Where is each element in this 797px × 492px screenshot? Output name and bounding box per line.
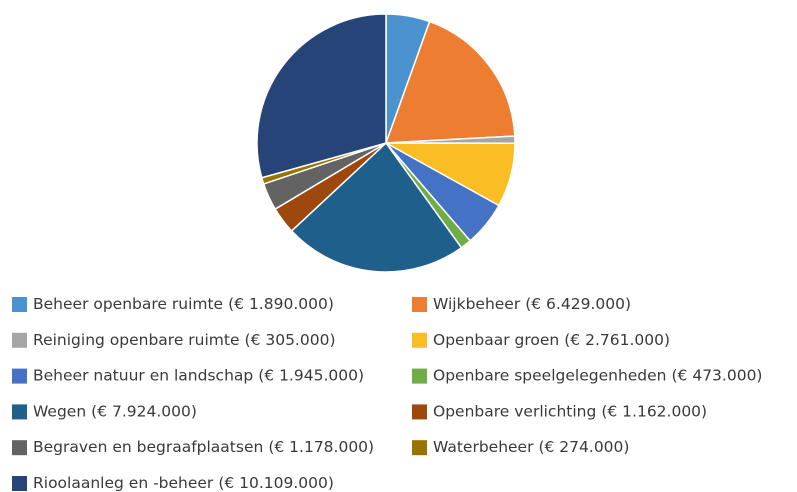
legend-swatch — [12, 440, 27, 456]
legend-value: (€ 7.924.000) — [91, 402, 197, 420]
legend-swatch — [412, 404, 427, 420]
legend-value: (€ 10.109.000) — [218, 474, 334, 492]
legend-label: Reiniging openbare ruimte (€ 305.000) — [33, 330, 336, 348]
legend-value: (€ 1.178.000) — [268, 438, 374, 456]
legend-name: Openbare verlichting — [433, 402, 596, 420]
legend-name: Begraven en begraafplaatsen — [33, 438, 263, 456]
legend-swatch — [12, 404, 27, 420]
legend-name: Waterbeheer — [433, 438, 534, 456]
legend-swatch — [12, 297, 27, 312]
legend-label: Openbaar groen (€ 2.761.000) — [433, 330, 670, 348]
legend-name: Beheer natuur en landschap — [33, 366, 253, 384]
legend-label: Wijkbeheer (€ 6.429.000) — [433, 295, 631, 313]
pie-slice — [256, 13, 387, 179]
legend-value: (€ 1.945.000) — [258, 366, 364, 384]
legend-label: Beheer natuur en landschap (€ 1.945.000) — [33, 366, 364, 384]
legend-value: (€ 1.162.000) — [601, 402, 707, 420]
legend-name: Openbaar groen — [433, 330, 559, 348]
legend-label: Rioolaanleg en -beheer (€ 10.109.000) — [33, 474, 334, 492]
legend-swatch — [412, 332, 427, 348]
legend-value: (€ 473.000) — [672, 366, 763, 384]
legend-value: (€ 1.890.000) — [228, 295, 334, 313]
legend-value: (€ 305.000) — [245, 330, 336, 348]
legend-label: Openbare speelgelegenheden (€ 473.000) — [433, 366, 762, 384]
legend-label: Wegen (€ 7.924.000) — [33, 402, 197, 420]
legend-swatch — [12, 332, 27, 348]
legend-swatch — [12, 368, 27, 384]
legend-label: Beheer openbare ruimte (€ 1.890.000) — [33, 295, 334, 313]
legend-swatch — [412, 368, 427, 384]
legend-swatch — [12, 476, 27, 491]
legend-value: (€ 6.429.000) — [525, 295, 631, 313]
legend-label: Openbare verlichting (€ 1.162.000) — [433, 402, 707, 420]
legend-swatch — [412, 297, 427, 312]
legend-name: Wegen — [33, 402, 86, 420]
legend-name: Beheer openbare ruimte — [33, 295, 223, 313]
legend-name: Rioolaanleg en -beheer — [33, 474, 214, 492]
pie-slice — [290, 141, 463, 273]
legend-label: Begraven en begraafplaatsen (€ 1.178.000) — [33, 438, 374, 456]
legend-label: Waterbeheer (€ 274.000) — [433, 438, 629, 456]
legend-swatch — [412, 440, 427, 456]
legend-name: Reiniging openbare ruimte — [33, 330, 240, 348]
pie-slice — [384, 20, 516, 144]
legend-value: (€ 274.000) — [538, 438, 629, 456]
legend-value: (€ 2.761.000) — [564, 330, 670, 348]
legend-name: Wijkbeheer — [433, 295, 521, 313]
legend-name: Openbare speelgelegenheden — [433, 366, 667, 384]
